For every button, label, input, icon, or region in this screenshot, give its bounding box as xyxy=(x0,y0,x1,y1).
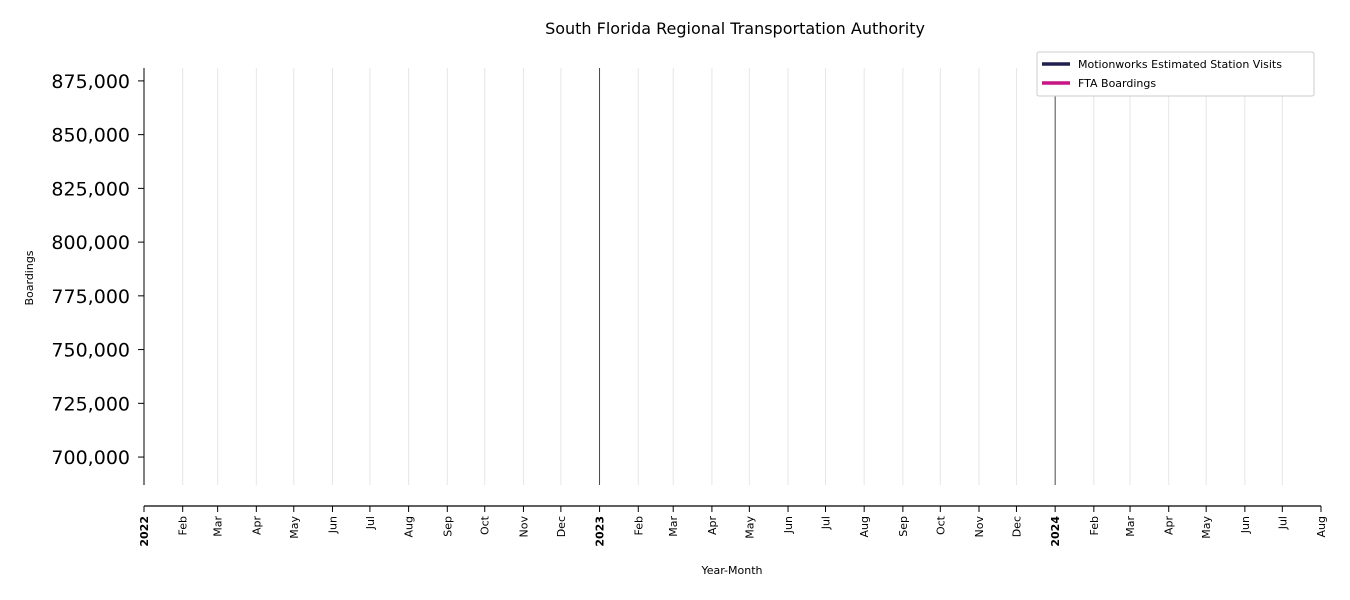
y-tick-label: 850,000 xyxy=(51,125,130,147)
x-tick-label: May xyxy=(1200,516,1213,539)
x-tick-label: Aug xyxy=(1315,516,1328,537)
x-tick-label: Apr xyxy=(1163,516,1176,536)
y-tick-label: 800,000 xyxy=(51,232,130,254)
x-tick-label: Aug xyxy=(403,516,416,537)
x-tick-label: Jun xyxy=(782,516,795,534)
legend-label-motionworks: Motionworks Estimated Station Visits xyxy=(1078,58,1282,71)
y-ticks: 700,000 725,000 750,000 775,000 800,000 825,0… xyxy=(51,71,144,469)
gridlines xyxy=(182,68,1283,485)
x-ticks: 2022 Feb Mar Apr May Jun Jul Aug Sep Oct Nov Dec 202… xyxy=(138,506,1328,547)
x-tick-label: Feb xyxy=(1088,516,1101,535)
x-tick-label: Mar xyxy=(212,516,225,537)
x-tick-label: Jul xyxy=(364,516,377,530)
y-axis-label: Boardings xyxy=(23,250,36,305)
x-tick-label: 2024 xyxy=(1049,516,1062,547)
y-tick-label: 700,000 xyxy=(51,447,130,469)
x-axis-label: Year-Month xyxy=(700,564,762,577)
x-tick-label: Nov xyxy=(517,516,530,538)
x-tick-label: Dec xyxy=(1010,516,1023,537)
x-tick-label: Mar xyxy=(667,516,680,537)
legend-label-fta: FTA Boardings xyxy=(1078,77,1156,90)
x-tick-label: Jul xyxy=(819,516,832,530)
x-tick-label: Jul xyxy=(1276,516,1289,530)
x-tick-label: Feb xyxy=(177,516,190,535)
x-tick-label: Mar xyxy=(1124,516,1137,537)
x-tick-label: 2022 xyxy=(138,516,151,547)
year-lines xyxy=(599,68,1056,485)
x-tick-label: Jun xyxy=(1239,516,1252,534)
y-tick-label: 775,000 xyxy=(51,286,130,308)
x-tick-label: Apr xyxy=(706,516,719,536)
x-tick-label: Sep xyxy=(897,516,910,537)
x-tick-label: Sep xyxy=(441,516,454,537)
x-tick-label: May xyxy=(743,516,756,539)
x-tick-label: Nov xyxy=(973,516,986,538)
legend-box xyxy=(1036,51,1315,97)
x-tick-label: Apr xyxy=(250,516,263,536)
x-tick-label: Oct xyxy=(934,515,947,535)
x-tick-label: May xyxy=(288,516,301,539)
legend: Motionworks Estimated Station Visits FTA… xyxy=(1036,51,1315,97)
x-tick-label: Jun xyxy=(326,516,339,534)
y-tick-label: 825,000 xyxy=(51,178,130,200)
x-tick-label: Aug xyxy=(858,516,871,537)
x-tick-label: 2023 xyxy=(594,516,607,547)
x-tick-label: Dec xyxy=(555,516,568,537)
x-tick-label: Oct xyxy=(479,515,492,535)
chart-title: South Florida Regional Transportation Au… xyxy=(545,19,925,38)
x-tick-label: Feb xyxy=(632,516,645,535)
y-tick-label: 750,000 xyxy=(51,340,130,362)
y-tick-label: 725,000 xyxy=(51,393,130,415)
y-tick-label: 875,000 xyxy=(51,71,130,93)
